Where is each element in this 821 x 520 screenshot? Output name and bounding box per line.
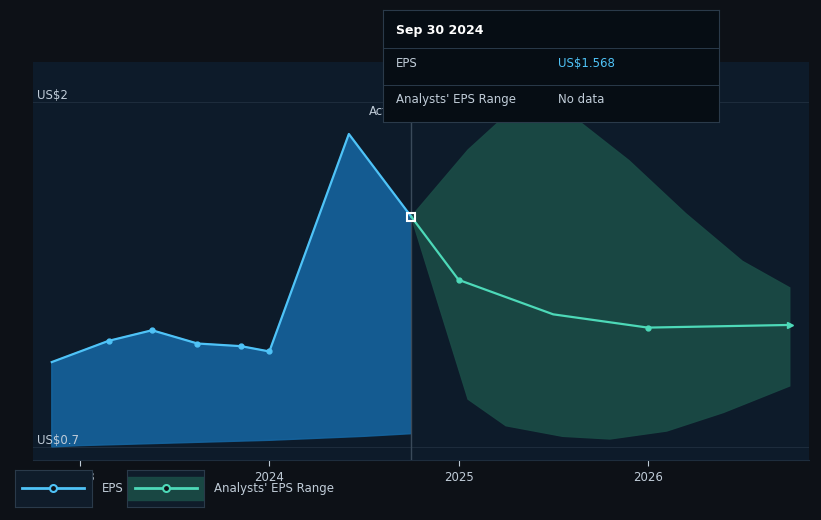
Text: EPS: EPS	[102, 482, 123, 495]
Text: US$2: US$2	[37, 89, 67, 102]
Polygon shape	[411, 108, 790, 439]
Text: No data: No data	[557, 93, 604, 106]
Text: Analysts' EPS Range: Analysts' EPS Range	[214, 482, 334, 495]
Text: EPS: EPS	[396, 57, 418, 70]
Polygon shape	[52, 134, 411, 447]
Text: US$1.568: US$1.568	[557, 57, 614, 70]
Text: Analysts' EPS Range: Analysts' EPS Range	[396, 93, 516, 106]
Text: US$0.7: US$0.7	[37, 434, 79, 447]
Text: Actual: Actual	[369, 105, 406, 118]
Text: Sep 30 2024: Sep 30 2024	[396, 24, 484, 37]
Text: Analysts Forecasts: Analysts Forecasts	[419, 105, 529, 118]
